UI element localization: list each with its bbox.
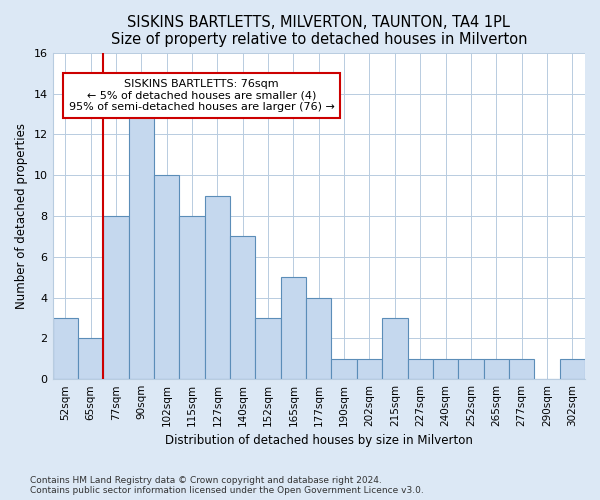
- Bar: [484, 359, 509, 379]
- Bar: [433, 359, 458, 379]
- Bar: [331, 359, 357, 379]
- Bar: [179, 216, 205, 379]
- Bar: [357, 359, 382, 379]
- X-axis label: Distribution of detached houses by size in Milverton: Distribution of detached houses by size …: [165, 434, 473, 448]
- Bar: [281, 277, 306, 379]
- Bar: [230, 236, 256, 379]
- Bar: [407, 359, 433, 379]
- Bar: [256, 318, 281, 379]
- Bar: [78, 338, 103, 379]
- Text: Contains HM Land Registry data © Crown copyright and database right 2024.
Contai: Contains HM Land Registry data © Crown c…: [30, 476, 424, 495]
- Text: SISKINS BARTLETTS: 76sqm
← 5% of detached houses are smaller (4)
95% of semi-det: SISKINS BARTLETTS: 76sqm ← 5% of detache…: [68, 79, 335, 112]
- Bar: [509, 359, 534, 379]
- Bar: [53, 318, 78, 379]
- Y-axis label: Number of detached properties: Number of detached properties: [15, 123, 28, 309]
- Title: SISKINS BARTLETTS, MILVERTON, TAUNTON, TA4 1PL
Size of property relative to deta: SISKINS BARTLETTS, MILVERTON, TAUNTON, T…: [110, 15, 527, 48]
- Bar: [128, 114, 154, 379]
- Bar: [154, 175, 179, 379]
- Bar: [205, 196, 230, 379]
- Bar: [458, 359, 484, 379]
- Bar: [560, 359, 585, 379]
- Bar: [103, 216, 128, 379]
- Bar: [382, 318, 407, 379]
- Bar: [306, 298, 331, 379]
